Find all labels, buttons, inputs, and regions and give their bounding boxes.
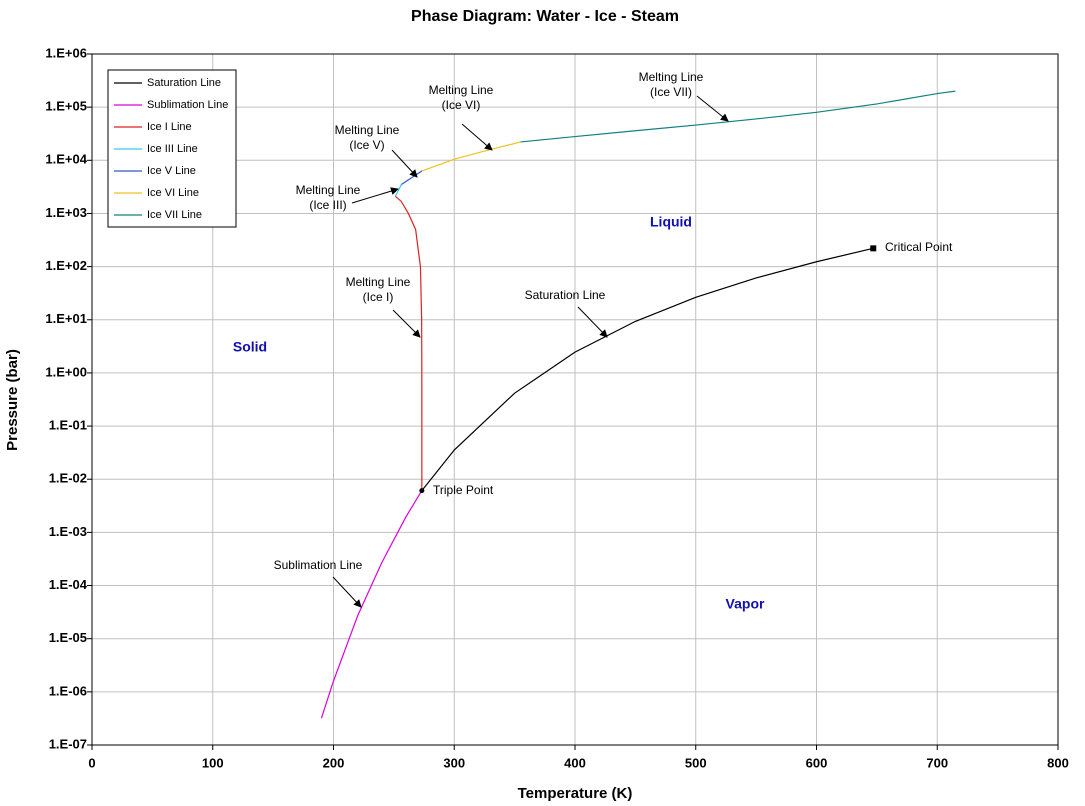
y-tick-label: 1.E+06 [45, 45, 87, 60]
annotation: (Ice V) [349, 138, 384, 152]
y-axis-label: Pressure (bar) [4, 349, 21, 451]
series-line [394, 184, 402, 197]
annotation: Sublimation Line [274, 558, 363, 572]
x-tick-label: 200 [323, 755, 345, 770]
y-tick-label: 1.E-04 [49, 577, 88, 592]
legend-label: Ice VI Line [147, 187, 199, 199]
annotation: (Ice VI) [442, 98, 481, 112]
region-label: Liquid [650, 214, 692, 230]
y-tick-label: 1.E+04 [45, 152, 87, 167]
triple-point-marker [419, 488, 425, 494]
y-tick-label: 1.E+05 [45, 99, 87, 114]
legend-label: Ice I Line [147, 121, 192, 133]
annotation-arrow [696, 95, 729, 122]
annotation: Critical Point [885, 240, 953, 254]
legend-label: Saturation Line [147, 77, 221, 89]
annotation: Melting Line [639, 70, 704, 84]
x-tick-label: 400 [564, 755, 586, 770]
y-tick-label: 1.E-06 [49, 683, 87, 698]
x-tick-label: 800 [1047, 755, 1069, 770]
annotation: (Ice III) [309, 198, 346, 212]
annotation: Melting Line [335, 123, 400, 137]
x-tick-label: 700 [926, 755, 948, 770]
y-tick-label: 1.E-01 [49, 418, 87, 433]
series-line [320, 490, 423, 719]
y-tick-label: 1.E+01 [45, 311, 87, 326]
legend-label: Ice V Line [147, 165, 196, 177]
annotation: Saturation Line [525, 288, 606, 302]
annotation-arrow [577, 306, 608, 338]
y-tick-label: 1.E-02 [49, 471, 87, 486]
x-tick-label: 100 [202, 755, 224, 770]
region-label: Solid [233, 339, 267, 355]
y-tick-label: 1.E+02 [45, 258, 87, 273]
x-tick-label: 0 [88, 755, 95, 770]
series-line [421, 141, 521, 172]
annotation: Melting Line [296, 183, 361, 197]
annotation: Melting Line [346, 275, 411, 289]
annotation: (Ice VII) [650, 85, 692, 99]
plot-area [91, 53, 1059, 746]
annotation: (Ice I) [363, 290, 394, 304]
y-tick-label: 1.E-07 [49, 736, 87, 751]
annotation-arrow [351, 187, 399, 204]
region-label: Vapor [726, 596, 765, 612]
critical-point-marker [870, 245, 877, 252]
series-line [394, 195, 423, 491]
x-tick-label: 600 [806, 755, 828, 770]
x-axis-label: Temperature (K) [518, 785, 633, 802]
legend-label: Sublimation Line [147, 99, 228, 111]
x-tick-label: 500 [685, 755, 707, 770]
series-line [421, 247, 874, 491]
legend-label: Ice VII Line [147, 209, 202, 221]
series-line [520, 90, 956, 143]
legend-label: Ice III Line [147, 143, 198, 155]
y-tick-label: 1.E+00 [45, 364, 87, 379]
annotation-arrow [461, 123, 493, 151]
x-tick-label: 300 [443, 755, 465, 770]
series-line [401, 170, 423, 186]
annotation-arrow [392, 309, 421, 338]
y-tick-label: 1.E+03 [45, 205, 87, 220]
annotation: Melting Line [429, 83, 494, 97]
annotation-arrow [332, 576, 362, 608]
y-tick-label: 1.E-03 [49, 524, 87, 539]
chart-title: Phase Diagram: Water - Ice - Steam [411, 8, 679, 25]
y-tick-label: 1.E-05 [49, 630, 87, 645]
annotation-arrow [391, 149, 418, 178]
annotation: Triple Point [433, 483, 494, 497]
